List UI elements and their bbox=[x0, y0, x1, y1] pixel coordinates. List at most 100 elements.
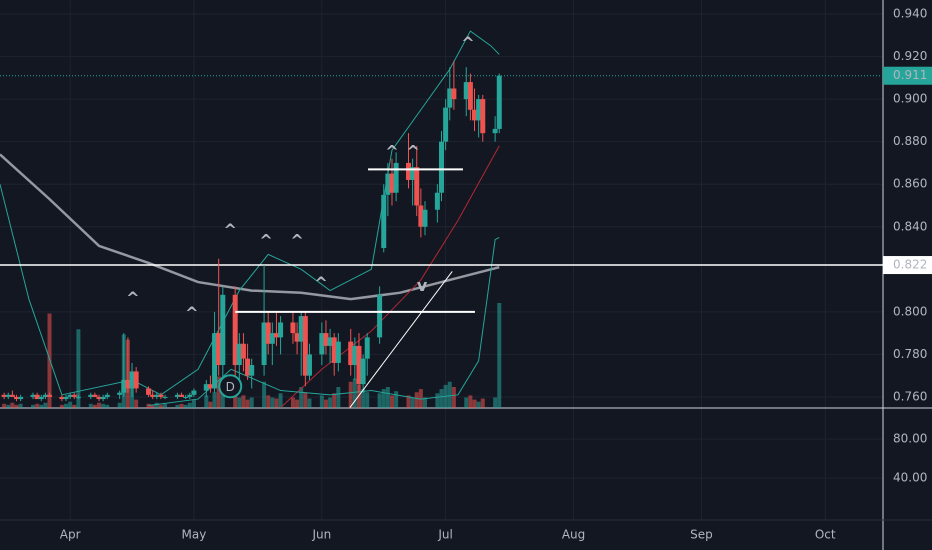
volume-bar bbox=[476, 401, 481, 408]
volume-bar bbox=[72, 404, 77, 408]
volume-bar bbox=[101, 403, 106, 408]
candle-body bbox=[88, 394, 94, 397]
candle-body bbox=[294, 333, 300, 342]
volume-bar bbox=[422, 397, 427, 408]
volume-bar bbox=[237, 397, 242, 408]
volume-bar bbox=[303, 392, 308, 408]
candle-body bbox=[121, 379, 127, 393]
x-tick-label: Oct bbox=[815, 528, 836, 542]
candle-body bbox=[125, 379, 131, 389]
volume-bar bbox=[43, 402, 48, 408]
event-marker-label: D bbox=[226, 380, 235, 394]
volume-bar bbox=[336, 387, 341, 408]
candle-body bbox=[364, 337, 370, 359]
volume-bar bbox=[59, 404, 64, 408]
x-tick-label: Aug bbox=[562, 528, 585, 542]
candle-body bbox=[476, 99, 482, 121]
candle-body bbox=[269, 333, 275, 344]
candle-body bbox=[261, 322, 267, 366]
candle-body bbox=[154, 394, 160, 397]
volume-bar bbox=[163, 403, 168, 408]
volume-bar bbox=[233, 389, 238, 408]
volume-bar bbox=[451, 387, 456, 408]
signal-marker: v bbox=[417, 276, 428, 295]
volume-bar bbox=[175, 404, 180, 408]
volume-bar bbox=[130, 387, 135, 408]
volume-bar bbox=[497, 303, 502, 408]
price-label: 0.822 bbox=[893, 258, 927, 272]
candle-body bbox=[360, 358, 366, 385]
volume-bar bbox=[64, 403, 69, 408]
volume-bar bbox=[435, 393, 440, 408]
price-label-box bbox=[883, 66, 932, 85]
volume-bar bbox=[158, 404, 163, 408]
candle-body bbox=[96, 396, 102, 400]
volume-bar bbox=[290, 397, 295, 408]
signal-marker: ^ bbox=[314, 274, 327, 293]
indicator-line bbox=[0, 153, 500, 301]
signal-marker: ^ bbox=[406, 142, 419, 161]
volume-bar bbox=[472, 399, 477, 408]
candle-body bbox=[290, 322, 296, 334]
volume-bar bbox=[14, 404, 19, 408]
volume-bar bbox=[414, 392, 419, 408]
volume-bar bbox=[418, 389, 423, 408]
candle-body bbox=[67, 394, 73, 397]
candle-body bbox=[158, 394, 164, 397]
y-tick-label: 0.840 bbox=[893, 219, 927, 233]
volume-bar bbox=[92, 404, 97, 408]
volume-bar bbox=[493, 397, 498, 408]
candle-body bbox=[377, 294, 383, 338]
volume-bar bbox=[47, 313, 52, 408]
volume-bar bbox=[6, 404, 11, 408]
candle-body bbox=[232, 294, 238, 366]
candle-body bbox=[331, 337, 337, 363]
candle-body bbox=[71, 394, 77, 397]
candle-body bbox=[183, 396, 189, 398]
candle-body bbox=[187, 394, 193, 397]
candle-body bbox=[410, 167, 416, 180]
volume-bar bbox=[361, 389, 366, 408]
candle-body bbox=[207, 384, 213, 389]
x-tick-label: Jun bbox=[311, 528, 331, 542]
volume-bar bbox=[146, 403, 151, 408]
volume-bar bbox=[35, 403, 40, 408]
volume-bar bbox=[88, 403, 93, 408]
y-tick-label: 0.860 bbox=[893, 177, 927, 191]
volume-bar bbox=[389, 395, 394, 408]
candle-body bbox=[335, 341, 341, 363]
candle-body bbox=[405, 162, 411, 180]
indicator-line bbox=[148, 236, 500, 406]
volume-bar bbox=[10, 402, 15, 408]
candle-body bbox=[240, 343, 246, 359]
volume-bar bbox=[295, 399, 300, 408]
candle-body bbox=[63, 396, 69, 400]
candle-body bbox=[451, 88, 457, 100]
candle-body bbox=[245, 358, 251, 376]
volume-bar bbox=[191, 399, 196, 408]
volume-bar bbox=[352, 378, 357, 408]
candle-body bbox=[75, 396, 81, 398]
candle-body bbox=[133, 371, 139, 389]
candle-body bbox=[327, 337, 333, 346]
y-tick-label: 0.780 bbox=[893, 347, 927, 361]
candle-body bbox=[59, 396, 65, 400]
volume-bar bbox=[212, 392, 217, 408]
candle-body bbox=[191, 390, 197, 395]
candle-body bbox=[236, 343, 242, 366]
indicator-line bbox=[280, 145, 500, 408]
volume-bar bbox=[381, 389, 386, 408]
volume-bar bbox=[377, 393, 382, 408]
volume-bar bbox=[150, 404, 155, 408]
x-tick-label: Sep bbox=[690, 528, 713, 542]
volume-bar bbox=[117, 402, 122, 408]
indicator-line bbox=[0, 30, 500, 396]
drawn-line bbox=[349, 271, 453, 408]
candle-body bbox=[306, 354, 312, 376]
candle-body bbox=[129, 371, 135, 389]
volume-bar bbox=[299, 387, 304, 408]
signal-marker: ^ bbox=[259, 231, 272, 250]
candle-body bbox=[162, 396, 168, 398]
volume-bar bbox=[319, 395, 324, 408]
